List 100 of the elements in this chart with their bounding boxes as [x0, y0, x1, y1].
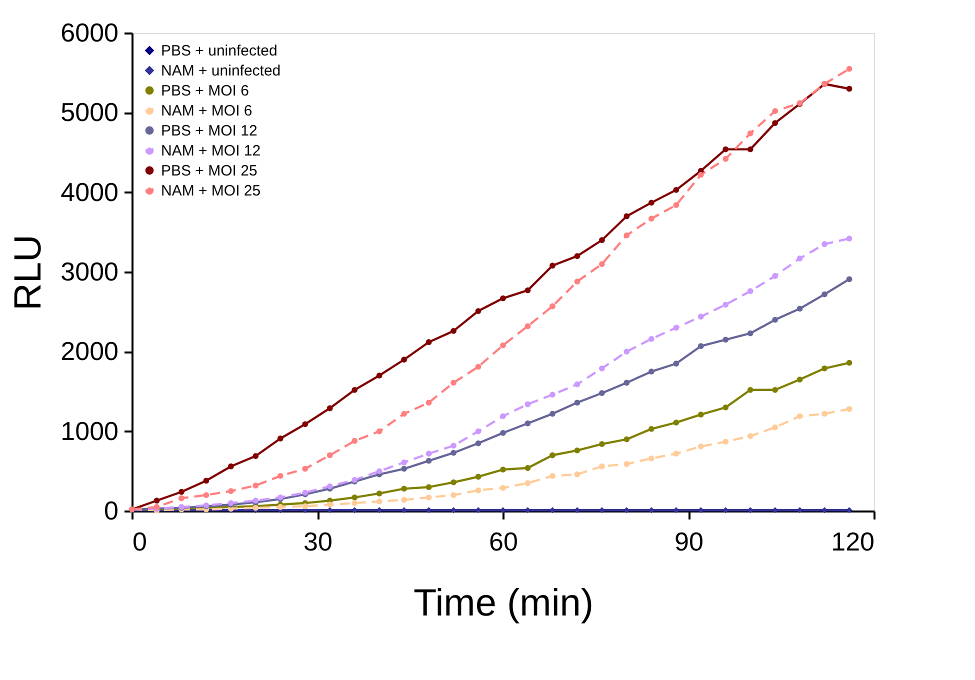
- point: [524, 480, 531, 486]
- point: [524, 465, 531, 471]
- point: [376, 468, 382, 474]
- point: [598, 237, 605, 244]
- point: [326, 405, 333, 412]
- point: [401, 459, 408, 466]
- point: [846, 276, 852, 282]
- point: [500, 295, 506, 302]
- point: [500, 342, 506, 348]
- point: [352, 386, 358, 393]
- point: [401, 466, 408, 472]
- point: [846, 86, 852, 92]
- point: [624, 213, 630, 220]
- point: [450, 328, 456, 334]
- point: [401, 356, 408, 363]
- point: [450, 492, 456, 498]
- point: [178, 495, 184, 502]
- point: [426, 450, 432, 457]
- point: [846, 406, 852, 412]
- point: [426, 458, 432, 464]
- x-tick-label: 90: [674, 526, 704, 556]
- point: [648, 216, 654, 222]
- x-tick-label: 30: [304, 526, 332, 556]
- y-tick-label: 4000: [60, 176, 118, 207]
- point: [574, 471, 580, 478]
- point: [698, 172, 704, 178]
- point: [846, 360, 852, 366]
- point: [673, 360, 680, 367]
- point: [277, 504, 284, 510]
- point: [722, 302, 729, 308]
- point: [302, 466, 308, 472]
- point: [376, 428, 382, 434]
- point: [550, 472, 556, 479]
- point: [598, 441, 605, 448]
- point: [228, 488, 234, 494]
- point: [450, 479, 456, 486]
- point: [772, 273, 778, 279]
- y-axis-title: RLU: [8, 234, 50, 311]
- point: [352, 438, 358, 444]
- point: [648, 336, 654, 342]
- point: [574, 278, 580, 285]
- x-tick-label: 120: [831, 526, 874, 556]
- point: [326, 502, 333, 508]
- point: [426, 494, 432, 500]
- point: [524, 420, 531, 426]
- point: [574, 381, 580, 388]
- point: [624, 348, 630, 355]
- point: [624, 436, 630, 442]
- point: [450, 450, 456, 456]
- point: [500, 413, 506, 420]
- point: [624, 232, 630, 238]
- point: [747, 433, 754, 440]
- point: [326, 483, 333, 490]
- point: [598, 390, 605, 396]
- point: [722, 336, 729, 343]
- point: [252, 482, 259, 488]
- point: [598, 261, 605, 267]
- legend-label: PBS + MOI 25: [161, 162, 258, 180]
- point: [426, 400, 432, 406]
- x-tick-label: 0: [132, 526, 147, 556]
- point: [252, 453, 259, 459]
- point: [698, 412, 704, 418]
- point: [550, 303, 556, 310]
- point: [796, 376, 803, 382]
- point: [352, 494, 358, 500]
- point: [624, 380, 630, 386]
- point: [598, 463, 605, 470]
- point: [376, 490, 382, 496]
- point: [574, 400, 580, 406]
- point: [747, 288, 754, 294]
- point: [722, 438, 729, 445]
- y-tick-label: 1000: [60, 416, 118, 446]
- y-tick-label: 6000: [60, 18, 118, 48]
- point: [574, 253, 580, 260]
- point: [772, 108, 778, 114]
- point: [154, 498, 160, 504]
- point: [524, 401, 531, 408]
- point: [722, 404, 729, 410]
- point: [550, 392, 556, 398]
- point: [846, 66, 852, 72]
- legend-label: PBS + MOI 6: [161, 82, 249, 100]
- point: [550, 410, 556, 417]
- point: [846, 236, 852, 242]
- point: [426, 339, 432, 346]
- y-tick-label: 3000: [60, 256, 118, 286]
- point: [673, 202, 680, 208]
- point: [475, 308, 482, 314]
- legend-label: PBS + uninfected: [161, 42, 278, 60]
- point: [277, 436, 284, 442]
- point: [401, 486, 408, 492]
- point: [178, 488, 184, 495]
- point: [822, 410, 828, 417]
- point: [376, 498, 382, 504]
- legend-label: NAM + MOI 25: [161, 182, 261, 200]
- point: [475, 487, 482, 494]
- point: [673, 324, 680, 331]
- point: [722, 146, 729, 152]
- point: [747, 146, 754, 152]
- point: [524, 287, 531, 294]
- point: [624, 461, 630, 467]
